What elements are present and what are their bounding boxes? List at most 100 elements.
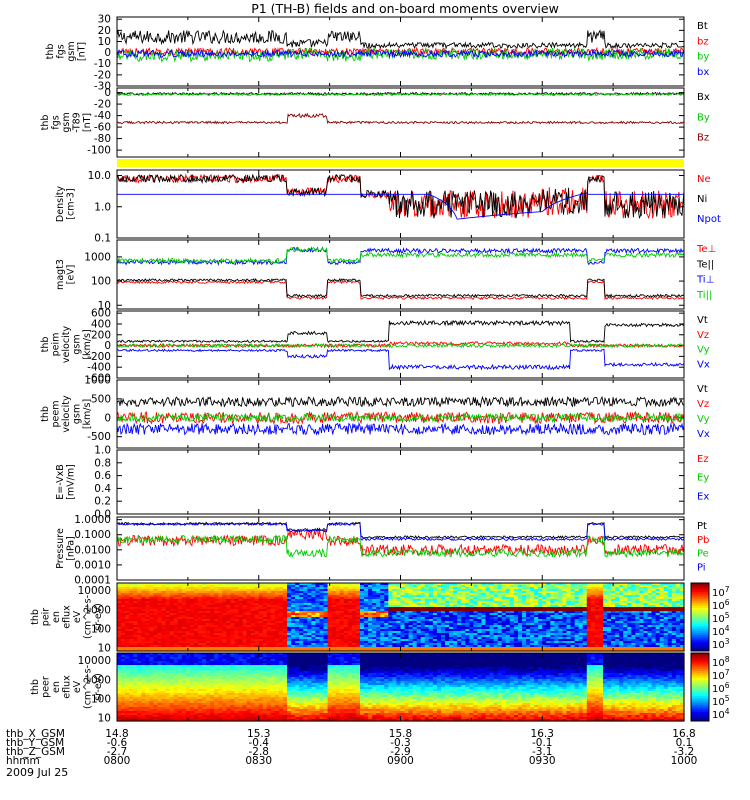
heat-cell (424, 599, 430, 602)
heat-cell (360, 593, 365, 596)
heat-cell (432, 641, 438, 644)
legend-Pe: Pe (697, 549, 709, 560)
heat-cell (461, 597, 466, 600)
heat-cell (465, 603, 470, 606)
heat-cell (416, 587, 422, 590)
heat-cell (396, 641, 402, 644)
heat-cell (546, 609, 551, 612)
heat-cell (627, 625, 632, 628)
heat-cell (582, 583, 588, 586)
heat-cell (376, 629, 381, 632)
heat-cell (453, 593, 458, 596)
heat-cell (335, 591, 341, 594)
heat-cell (145, 635, 150, 638)
heat-cell (137, 605, 142, 608)
heat-cell (206, 609, 211, 612)
heat-cell (522, 589, 527, 592)
heat-cell (238, 589, 244, 592)
heat-cell (250, 631, 256, 634)
heat-cell (396, 607, 402, 610)
heat-cell (161, 605, 167, 608)
heat-cell (651, 591, 657, 594)
heat-cell (355, 603, 361, 606)
heat-cell (412, 635, 418, 638)
heat-cell (355, 607, 361, 610)
heat-cell (234, 623, 240, 626)
heat-cell (355, 595, 361, 598)
heat-cell (181, 633, 187, 636)
heat-cell (392, 647, 398, 650)
heat-cell (655, 589, 661, 592)
heat-cell (404, 643, 410, 646)
heat-cell (392, 615, 398, 618)
heat-cell (117, 649, 122, 652)
heat-cell (117, 639, 122, 642)
y-tick-label: 1000 (84, 604, 111, 616)
heat-cell (412, 607, 418, 610)
heat-cell (299, 647, 304, 650)
heat-cell (206, 629, 211, 632)
heat-cell (631, 589, 636, 592)
heat-cell (449, 611, 454, 614)
heat-cell (562, 639, 568, 642)
heat-cell (347, 645, 353, 648)
heat-cell (465, 609, 470, 612)
heat-cell (327, 625, 333, 628)
heat-cell (424, 633, 430, 636)
heat-cell (509, 609, 515, 612)
heat-cell (643, 603, 649, 606)
heat-cell (141, 633, 146, 636)
heat-cell (396, 605, 402, 608)
heat-cell (505, 619, 511, 622)
heat-cell (594, 641, 600, 644)
heat-cell (315, 591, 321, 594)
heat-cell (598, 643, 604, 646)
heat-cell (242, 591, 248, 594)
heat-cell (639, 621, 645, 624)
heat-cell (501, 615, 507, 618)
heat-cell (643, 643, 649, 646)
heat-cell (157, 597, 163, 600)
heat-cell (582, 647, 588, 650)
heat-cell (647, 629, 653, 632)
heat-cell (189, 623, 195, 626)
heat-cell (635, 635, 641, 638)
heat-cell (647, 617, 653, 620)
heat-cell (315, 589, 321, 592)
heat-cell (663, 589, 669, 592)
heat-cell (198, 623, 203, 626)
heat-cell (578, 601, 584, 604)
heat-cell (485, 617, 491, 620)
heat-cell (619, 587, 624, 590)
heat-cell (469, 623, 474, 626)
heat-cell (546, 593, 551, 596)
heat-cell (270, 599, 276, 602)
legend-Vx: Vx (697, 429, 710, 440)
heat-cell (424, 597, 430, 600)
heat-cell (538, 585, 543, 588)
heat-cell (461, 613, 466, 616)
heat-cell (242, 613, 248, 616)
heat-cell (307, 589, 312, 592)
heat-cell (497, 599, 503, 602)
heat-cell (360, 601, 365, 604)
heat-cell (279, 611, 284, 614)
heat-cell (364, 617, 369, 620)
heat-cell (291, 589, 296, 592)
heat-cell (141, 643, 146, 646)
heat-cell (129, 633, 134, 636)
heat-cell (558, 647, 564, 650)
heat-cell (222, 613, 227, 616)
heat-cell (129, 623, 134, 626)
heat-cell (238, 625, 244, 628)
heat-cell (266, 597, 272, 600)
heat-cell (388, 631, 393, 634)
heat-cell (436, 641, 442, 644)
heat-cell (445, 637, 450, 640)
heat-cell (465, 601, 470, 604)
heat-cell (266, 603, 272, 606)
heat-cell (538, 649, 543, 652)
heat-cell (497, 591, 503, 594)
heat-cell (270, 633, 276, 636)
heat-cell (659, 637, 665, 640)
